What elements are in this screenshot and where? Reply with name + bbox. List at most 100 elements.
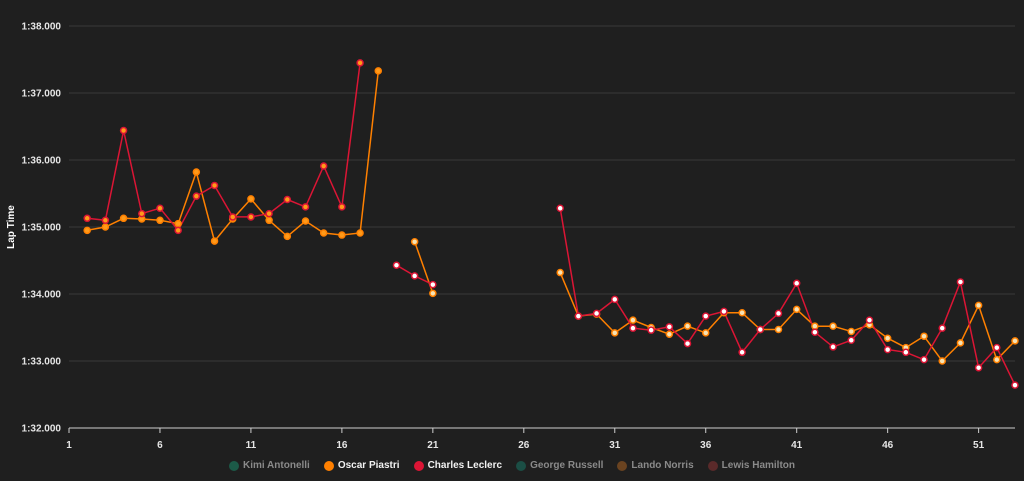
data-point-charles-leclerc[interactable] [920,355,928,364]
data-point-oscar-piastri[interactable] [811,322,819,330]
data-point-charles-leclerc[interactable] [138,209,146,218]
data-point-charles-leclerc[interactable] [883,345,892,354]
data-point-oscar-piastri[interactable] [247,195,255,203]
data-point-oscar-piastri[interactable] [283,232,292,241]
series-line-charles-leclerc [87,62,1016,386]
data-point-oscar-piastri[interactable] [829,322,837,330]
data-point-charles-leclerc[interactable] [119,126,128,135]
legend-label: George Russell [530,460,604,471]
data-point-charles-leclerc[interactable] [756,325,765,334]
data-point-oscar-piastri[interactable] [119,214,128,223]
data-point-charles-leclerc[interactable] [174,226,182,235]
data-point-oscar-piastri[interactable] [174,219,182,228]
legend-item-lando-norris[interactable]: Lando Norris [617,460,694,471]
data-point-oscar-piastri[interactable] [883,334,892,342]
data-point-oscar-piastri[interactable] [993,355,1001,364]
data-point-charles-leclerc[interactable] [738,348,746,357]
data-point-charles-leclerc[interactable] [247,213,255,221]
data-point-charles-leclerc[interactable] [283,195,292,204]
data-point-oscar-piastri[interactable] [556,268,564,277]
data-point-oscar-piastri[interactable] [410,237,419,246]
data-point-charles-leclerc[interactable] [1011,381,1019,389]
data-point-oscar-piastri[interactable] [974,301,983,310]
legend-swatch-icon [323,460,334,471]
x-tick-label: 41 [791,440,803,451]
data-point-charles-leclerc[interactable] [956,278,965,286]
data-point-oscar-piastri[interactable] [701,329,710,337]
data-point-oscar-piastri[interactable] [920,332,928,340]
data-point-oscar-piastri[interactable] [956,339,965,347]
legend-item-oscar-piastri[interactable]: Oscar Piastri [323,460,400,471]
data-point-oscar-piastri[interactable] [265,216,273,225]
data-point-charles-leclerc[interactable] [829,343,837,351]
data-point-charles-leclerc[interactable] [338,203,346,211]
legend-item-george-russell[interactable]: George Russell [516,460,603,471]
data-point-oscar-piastri[interactable] [101,223,110,231]
data-point-charles-leclerc[interactable] [392,261,401,269]
data-point-charles-leclerc[interactable] [101,216,110,225]
data-point-oscar-piastri[interactable] [301,217,310,225]
data-point-oscar-piastri[interactable] [665,330,674,338]
data-point-charles-leclerc[interactable] [156,204,164,212]
data-point-charles-leclerc[interactable] [701,312,710,320]
data-point-charles-leclerc[interactable] [574,312,583,320]
data-point-oscar-piastri[interactable] [210,237,219,245]
data-point-charles-leclerc[interactable] [865,316,874,324]
data-point-oscar-piastri[interactable] [847,327,856,336]
data-point-oscar-piastri[interactable] [319,229,328,237]
data-point-charles-leclerc[interactable] [847,336,856,344]
data-point-charles-leclerc[interactable] [192,192,201,200]
data-point-oscar-piastri[interactable] [356,229,364,237]
data-point-oscar-piastri[interactable] [1011,337,1019,345]
data-point-oscar-piastri[interactable] [429,289,437,298]
data-point-charles-leclerc[interactable] [647,326,655,334]
legend-item-charles-leclerc[interactable]: Charles Leclerc [413,460,502,471]
data-point-charles-leclerc[interactable] [902,348,910,357]
data-point-charles-leclerc[interactable] [683,339,692,348]
y-tick-label: 1:38.000 [22,22,62,33]
data-point-oscar-piastri[interactable] [611,329,619,337]
data-point-charles-leclerc[interactable] [938,324,946,332]
data-point-charles-leclerc[interactable] [811,328,819,336]
data-point-charles-leclerc[interactable] [974,363,983,372]
data-point-charles-leclerc[interactable] [429,280,437,289]
data-point-oscar-piastri[interactable] [683,322,692,330]
data-point-oscar-piastri[interactable] [192,168,201,176]
data-point-charles-leclerc[interactable] [720,307,728,316]
legend-swatch-icon [228,460,239,471]
legend-item-lewis-hamilton[interactable]: Lewis Hamilton [707,460,795,471]
data-point-oscar-piastri[interactable] [374,67,383,75]
y-tick-label: 1:34.000 [22,290,62,301]
data-point-charles-leclerc[interactable] [410,272,419,280]
data-point-charles-leclerc[interactable] [556,204,564,212]
data-point-charles-leclerc[interactable] [210,181,219,190]
data-point-charles-leclerc[interactable] [629,324,637,332]
data-point-oscar-piastri[interactable] [792,305,801,314]
data-point-charles-leclerc[interactable] [301,203,310,211]
data-point-charles-leclerc[interactable] [83,214,91,223]
data-point-charles-leclerc[interactable] [774,309,783,318]
data-point-charles-leclerc[interactable] [592,309,601,318]
legend-item-kimi-antonelli[interactable]: Kimi Antonelli [228,460,310,471]
data-point-charles-leclerc[interactable] [665,323,674,331]
data-point-oscar-piastri[interactable] [156,216,164,225]
data-point-charles-leclerc[interactable] [319,162,328,170]
data-point-charles-leclerc[interactable] [265,209,273,218]
data-point-oscar-piastri[interactable] [338,231,346,239]
x-tick-label: 11 [246,440,257,451]
data-point-oscar-piastri[interactable] [738,309,746,317]
data-point-charles-leclerc[interactable] [993,343,1001,352]
data-point-charles-leclerc[interactable] [356,59,364,67]
y-tick-label: 1:33.000 [22,357,62,368]
data-point-oscar-piastri[interactable] [83,226,91,235]
data-point-charles-leclerc[interactable] [792,279,801,288]
data-point-oscar-piastri[interactable] [938,357,946,365]
data-point-oscar-piastri[interactable] [629,316,637,324]
data-point-charles-leclerc[interactable] [228,213,237,221]
legend-swatch-icon [617,460,628,471]
data-point-oscar-piastri[interactable] [774,325,783,334]
data-point-charles-leclerc[interactable] [611,295,619,304]
x-tick-label: 6 [157,440,163,451]
